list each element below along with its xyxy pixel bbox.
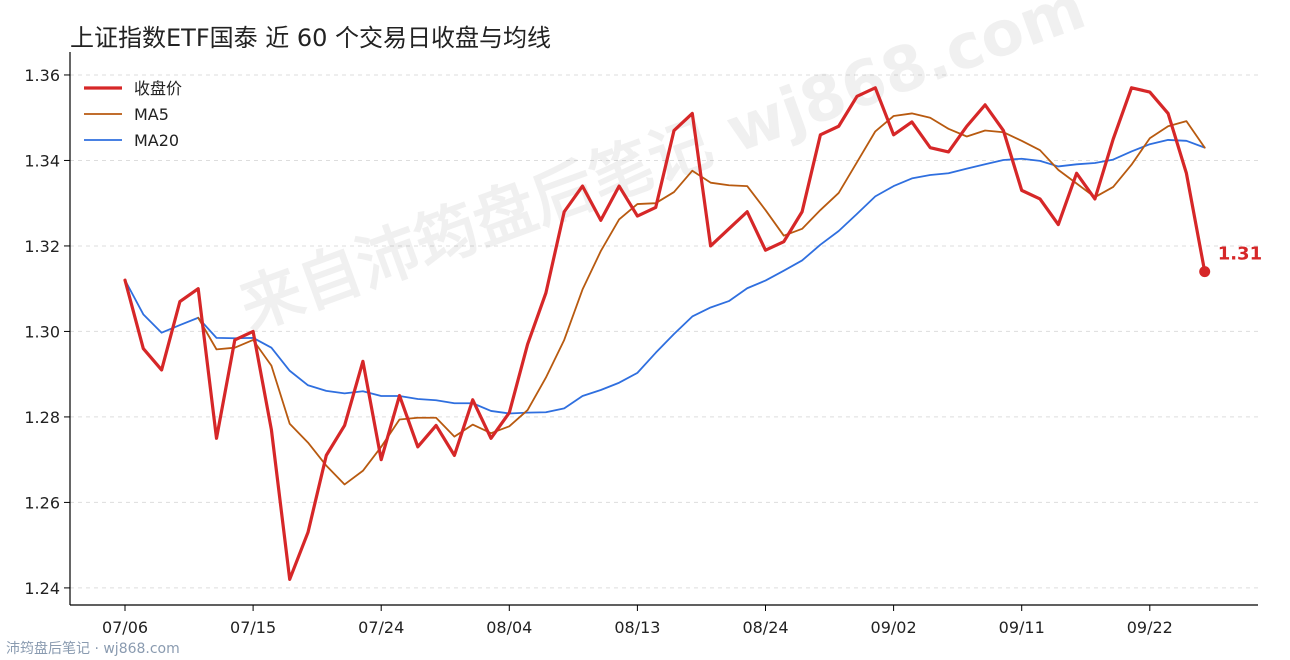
series-close-line (123, 86, 1207, 581)
x-tick-label: 08/24 (742, 618, 788, 637)
series-lines (123, 86, 1207, 581)
legend-label-ma5: MA5 (134, 105, 169, 124)
last-value-dot (1199, 266, 1211, 278)
axes: 1.24 1.26 1.28 1.30 1.32 1.34 1.36 07/06 07/15 07… (24, 52, 1258, 637)
x-tick-label: 09/22 (1127, 618, 1173, 637)
x-tick-label: 09/02 (871, 618, 917, 637)
x-tick-label: 07/24 (358, 618, 404, 637)
y-tick-label: 1.32 (24, 237, 60, 256)
x-tick-label: 07/15 (230, 618, 276, 637)
legend-label-close: 收盘价 (134, 79, 182, 98)
legend: 收盘价 MA5 MA20 (84, 79, 182, 150)
last-value-annotation: 1.31 (1199, 244, 1262, 278)
legend-label-ma20: MA20 (134, 131, 179, 150)
y-tick-label: 1.26 (24, 493, 60, 512)
y-tick-label: 1.24 (24, 579, 60, 598)
watermark: 来自沛筠盘后笔记 wj868.com (230, 0, 1094, 344)
y-tick-label: 1.30 (24, 322, 60, 341)
y-tick-label: 1.36 (24, 66, 60, 85)
grid-lines (70, 74, 1258, 589)
x-tick-label: 07/06 (102, 618, 148, 637)
footer-attribution: 沛筠盘后笔记 · wj868.com (6, 641, 180, 657)
x-tick-label: 09/11 (999, 618, 1045, 637)
last-value-label: 1.31 (1218, 244, 1262, 265)
x-tick-label: 08/13 (614, 618, 660, 637)
series-ma20-line (124, 139, 1206, 415)
y-tick-label: 1.34 (24, 151, 60, 170)
page-title: 上证指数ETF国泰 近 60 个交易日收盘与均线 (70, 24, 552, 52)
y-tick-label: 1.28 (24, 408, 60, 427)
x-tick-label: 08/04 (486, 618, 532, 637)
